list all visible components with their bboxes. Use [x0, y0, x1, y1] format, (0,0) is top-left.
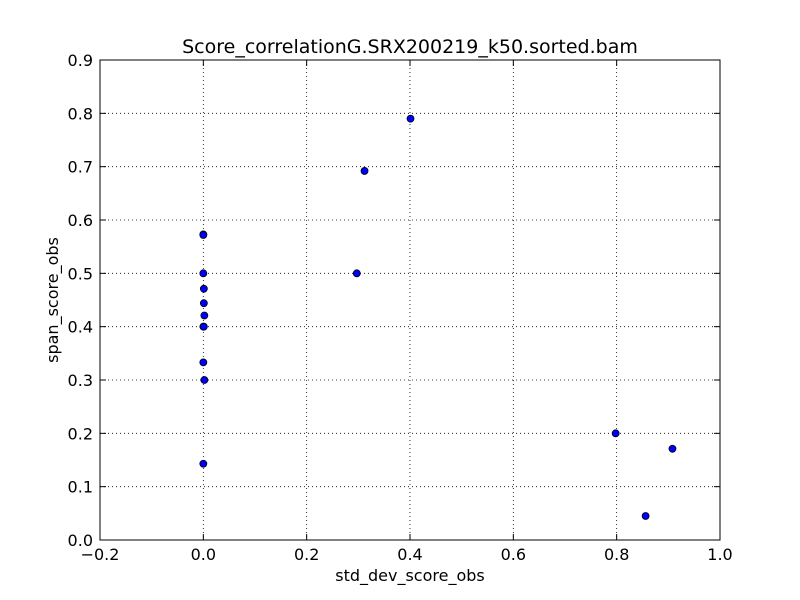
data-points [199, 114, 677, 520]
chart-title: Score_correlationG.SRX200219_k50.sorted.… [182, 36, 638, 58]
x-tick-label: 0.2 [294, 545, 319, 564]
y-tick-label: 0.7 [68, 158, 93, 177]
x-tick-label: 0.8 [604, 545, 629, 564]
scatter-point [199, 231, 208, 239]
y-tick-label: 0.8 [68, 104, 93, 123]
y-tick-label: 0.1 [68, 478, 93, 497]
scatter-point [199, 322, 208, 331]
scatter-point [611, 429, 620, 438]
scatter-point [668, 444, 677, 453]
x-tick-label: 0.4 [397, 545, 422, 564]
x-tick-label: 1.0 [707, 545, 732, 564]
axis-ticks: −0.2 0.0 0.2 0.4 0.6 0.8 1.00.00.10.20.30.40.5… [68, 51, 733, 564]
y-tick-label: 0.9 [68, 51, 93, 70]
scatter-point [641, 512, 650, 520]
x-axis-label: std_dev_score_obs [335, 566, 485, 586]
y-tick-label: 0.6 [68, 211, 93, 230]
y-tick-label: 0.0 [68, 531, 93, 550]
x-tick-label: −0.2 [81, 545, 120, 564]
y-tick-label: 0.5 [68, 264, 93, 283]
y-tick-label: 0.2 [68, 424, 93, 443]
scatter-point [199, 459, 208, 468]
scatter-point [199, 269, 208, 278]
x-tick-label: 0.6 [501, 545, 526, 564]
y-tick-label: 0.3 [68, 371, 93, 390]
y-axis-label: span_score_obs [43, 237, 63, 363]
scatter-point [200, 311, 209, 320]
scatter-point [200, 376, 209, 384]
scatter-point [406, 114, 415, 123]
scatter-point [199, 284, 208, 293]
scatter-point [352, 269, 361, 278]
scatter-point [199, 299, 208, 308]
x-tick-label: 0.0 [191, 545, 216, 564]
scatter-point [360, 167, 369, 175]
scatter-point [199, 358, 208, 367]
y-tick-label: 0.4 [68, 318, 93, 337]
